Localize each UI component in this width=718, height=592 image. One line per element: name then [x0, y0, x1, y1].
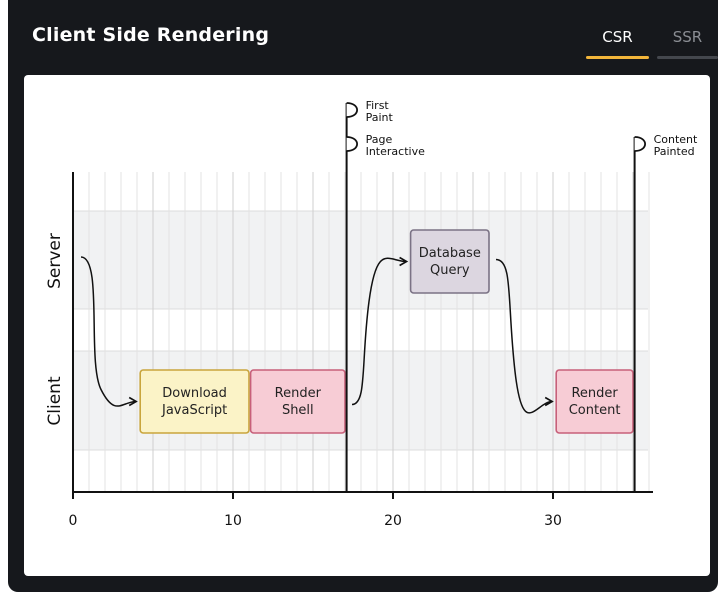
flag-icon: [634, 136, 646, 152]
marker-label: Paint: [366, 111, 394, 124]
block-label: Shell: [282, 403, 314, 418]
block-box: [555, 369, 634, 434]
block-label: Render: [571, 386, 618, 401]
x-tick-label: 0: [69, 513, 78, 529]
marker-label: Page: [366, 133, 393, 146]
marker-label: Interactive: [366, 145, 425, 158]
timeline-diagram: Server Client 0 10 20 30 Download JavaScript R…: [45, 99, 698, 529]
page-title: Client Side Rendering: [32, 24, 270, 46]
marker-label: Content: [654, 133, 698, 146]
arrow-server-to-download: [80, 256, 138, 407]
block-render-shell: Render Shell: [249, 369, 346, 434]
tab-csr-underline: [586, 56, 649, 59]
tab-ssr-underline: [657, 56, 718, 59]
tab-csr[interactable]: CSR: [602, 28, 633, 46]
arrow-shell-to-query: [351, 256, 409, 406]
block-download-js: Download JavaScript: [139, 369, 250, 434]
block-database-query: Database Query: [409, 229, 490, 294]
marker-label: Painted: [654, 145, 695, 158]
arrow-query-to-content: [495, 258, 554, 414]
block-label: Content: [569, 403, 621, 418]
x-tick-label: 10: [224, 513, 242, 529]
block-render-content: Render Content: [555, 369, 634, 434]
block-box: [139, 369, 250, 434]
x-tick-label: 30: [544, 513, 562, 529]
lane-label-server: Server: [45, 233, 65, 289]
tab-ssr[interactable]: SSR: [672, 28, 703, 46]
x-tick-label: 20: [384, 513, 402, 529]
block-label: Render: [275, 386, 322, 401]
marker-label: First: [366, 99, 390, 112]
block-box: [409, 229, 490, 294]
block-label: Download: [162, 386, 227, 401]
block-box: [249, 369, 346, 434]
block-label: Query: [430, 263, 470, 278]
flag-icon: [346, 102, 358, 118]
diagram-canvas: Server Client 0 10 20 30 Download JavaScript R…: [24, 75, 710, 576]
block-label: JavaScript: [161, 403, 227, 418]
flag-icon: [346, 136, 358, 152]
lane-label-client: Client: [45, 376, 65, 426]
block-label: Database: [419, 246, 481, 261]
